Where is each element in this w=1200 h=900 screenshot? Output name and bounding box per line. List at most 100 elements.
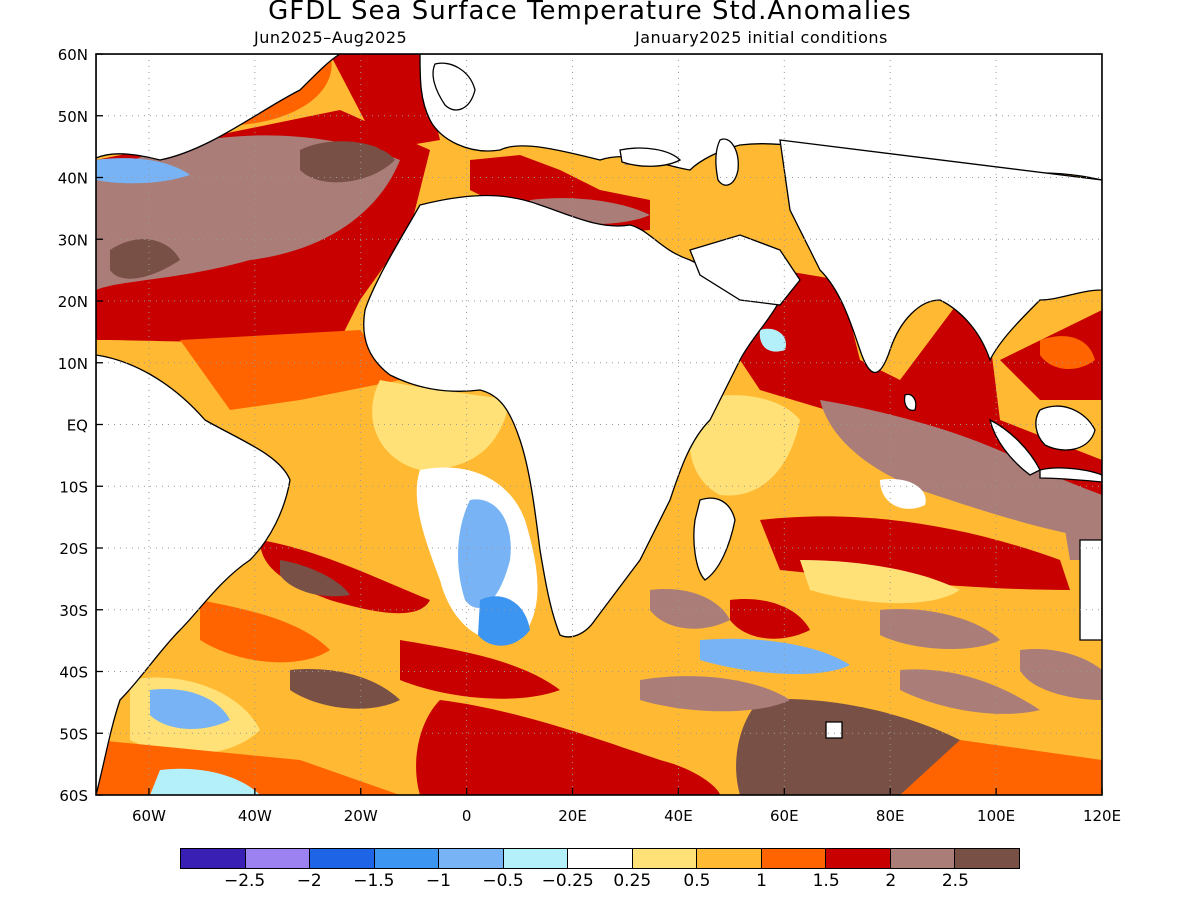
landmass-south-america — [96, 354, 291, 795]
anomaly-field — [640, 676, 790, 712]
anomaly-field — [880, 609, 1000, 650]
anomaly-field — [800, 560, 960, 604]
anomaly-field — [1020, 649, 1102, 700]
anomaly-field — [478, 596, 530, 646]
colorbar-swatch — [374, 849, 440, 868]
colorbar-label: −1.5 — [353, 871, 395, 891]
anomaly-field — [290, 669, 400, 709]
landmass-australia — [1079, 539, 1102, 641]
colorbar-swatch — [632, 849, 698, 868]
lat-tick-label: 50S — [59, 725, 88, 743]
landmass-madagascar — [693, 497, 736, 581]
colorbar — [180, 848, 1020, 869]
anomaly-fields — [96, 54, 1102, 795]
anomaly-field — [330, 54, 440, 150]
lat-tick-label: 10S — [59, 478, 88, 496]
forecast-period: Jun2025–Aug2025 — [254, 28, 408, 47]
anomaly-field — [400, 640, 560, 699]
anomaly-field — [689, 395, 800, 496]
colorbar-swatch — [568, 849, 633, 868]
anomaly-field — [416, 700, 720, 795]
colorbar-swatch — [697, 849, 762, 868]
colorbar-swatch — [181, 849, 246, 868]
lat-tick-label: 40S — [59, 664, 88, 682]
lon-tick-label: 80E — [876, 807, 905, 825]
initial-conditions: January2025 initial conditions — [635, 28, 888, 47]
anomaly-field — [900, 669, 1040, 714]
lat-tick-label: EQ — [67, 417, 88, 435]
colorbar-label: −2.5 — [223, 871, 266, 891]
landmass-arabia — [689, 234, 801, 306]
lon-tick-label: 120E — [1083, 807, 1121, 825]
landmass-sumatra — [989, 418, 1041, 476]
lat-tick-label: 40N — [58, 170, 88, 188]
colorbar-swatch — [955, 849, 1019, 868]
anomaly-field — [200, 600, 330, 663]
lon-tick-label: 100E — [977, 807, 1015, 825]
lon-tick-label: 60E — [770, 807, 799, 825]
colorbar-label: 1.5 — [812, 871, 840, 891]
anomaly-field — [300, 141, 395, 183]
landmass-north-america — [96, 54, 342, 161]
anomaly-field — [730, 599, 810, 639]
colorbar-label: −0.5 — [482, 871, 524, 891]
anomaly-field — [280, 560, 350, 597]
colorbar-label: 0.5 — [683, 871, 711, 891]
colorbar-label: −2 — [296, 871, 322, 891]
anomaly-field — [700, 638, 850, 675]
lat-tick-label: 30S — [59, 602, 88, 620]
longitude-axis: 60W 40W 20W 0 20E 40E 60E 80E 100E 120E — [132, 788, 1121, 825]
landmass-south-asia — [779, 139, 1102, 373]
lat-tick-label: 60S — [59, 787, 88, 805]
landmass-uk — [432, 62, 476, 111]
colorbar-label: 2 — [885, 871, 897, 891]
lon-tick-label: 40W — [238, 807, 272, 825]
lat-tick-label: 20N — [58, 293, 88, 311]
landmass-black-sea — [619, 147, 682, 167]
landmass-kerguelen — [825, 721, 843, 739]
landmass-borneo — [1035, 405, 1096, 451]
anomaly-field — [96, 158, 190, 184]
lat-tick-label: 30N — [58, 231, 88, 249]
map-title: GFDL Sea Surface Temperature Std.Anomali… — [268, 0, 912, 26]
anomaly-field — [150, 689, 230, 730]
colorbar-swatch — [310, 849, 375, 868]
colorbar-label: −0.25 — [541, 871, 594, 891]
latitude-axis: 60N 50N 40N 30N 20N 10N EQ 10S 20S 30S 40S 50S 60S — [58, 46, 103, 805]
landmass-sri-lanka — [903, 393, 917, 411]
lat-tick-label: 10N — [58, 355, 88, 373]
colorbar-swatch — [245, 849, 311, 868]
colorbar-swatch — [826, 849, 891, 868]
anomaly-field — [260, 540, 430, 614]
colorbar-label: 0.25 — [613, 871, 652, 891]
lat-tick-label: 50N — [58, 108, 88, 126]
colorbar-swatch — [890, 849, 956, 868]
lat-tick-label: 20S — [59, 540, 88, 558]
anomaly-field — [150, 768, 260, 795]
anomaly-field — [372, 380, 510, 470]
colorbar-label: 1 — [756, 871, 767, 891]
lon-tick-label: 20W — [344, 807, 378, 825]
anomaly-field — [180, 330, 400, 410]
landmasses — [96, 54, 1102, 795]
landmass-caspian-sea — [715, 138, 739, 186]
anomaly-field — [96, 288, 360, 343]
lon-tick-label: 40E — [664, 807, 693, 825]
anomaly-field — [1040, 336, 1095, 370]
colorbar-swatch — [761, 849, 827, 868]
landmass-java — [1039, 467, 1102, 483]
lon-tick-label: 60W — [132, 807, 166, 825]
colorbar-swatch — [439, 849, 504, 868]
lon-tick-label: 20E — [558, 807, 587, 825]
anomaly-field — [650, 589, 730, 629]
colorbar-label: 2.5 — [941, 871, 969, 891]
anomaly-field — [759, 328, 786, 352]
anomaly-field — [820, 400, 1102, 540]
anomaly-field — [458, 499, 511, 608]
anomaly-field — [736, 699, 960, 795]
colorbar-label: −1 — [425, 871, 451, 891]
anomaly-field — [880, 479, 926, 509]
anomaly-field — [900, 740, 1102, 795]
anomaly-field — [110, 239, 180, 279]
